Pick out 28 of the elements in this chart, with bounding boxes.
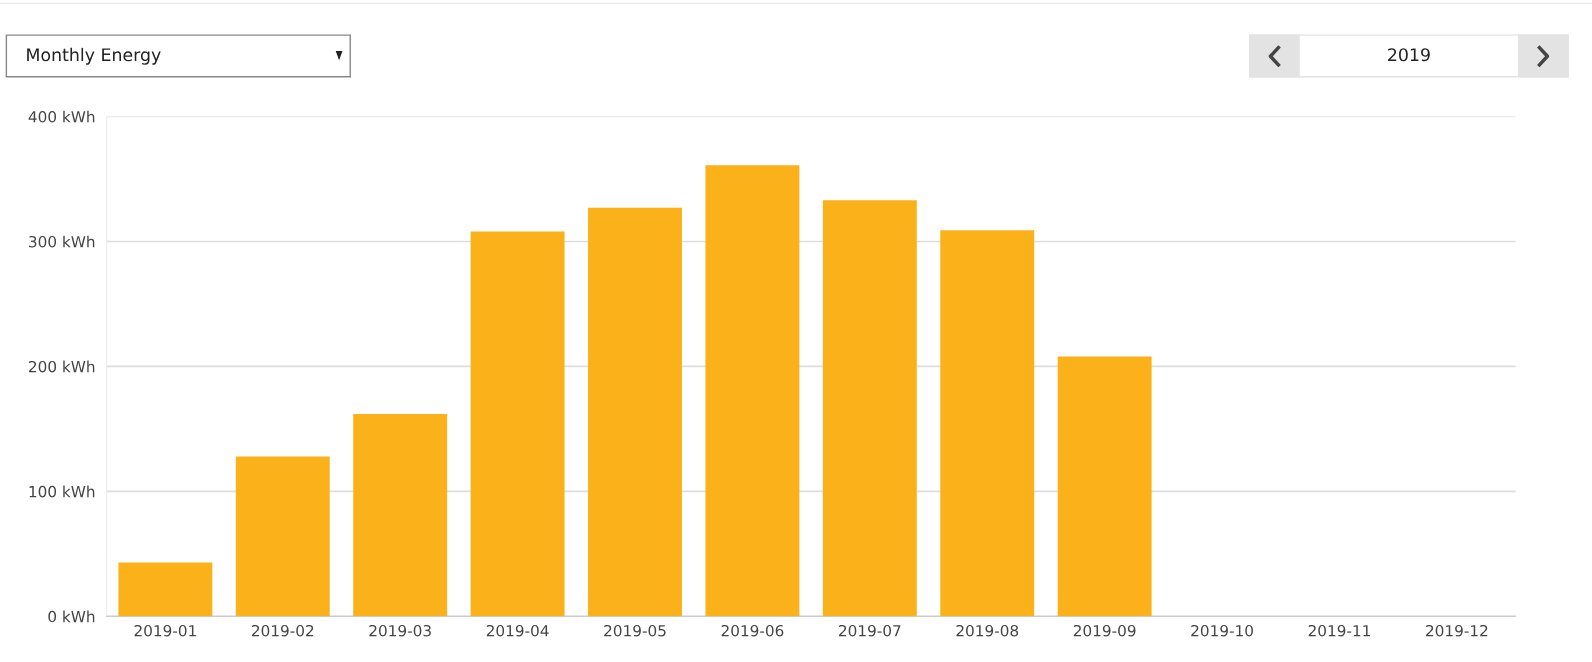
bar bbox=[588, 207, 682, 617]
bar bbox=[940, 230, 1035, 617]
x-tick-label: 2019-06 bbox=[721, 624, 784, 637]
x-tick-label: 2019-05 bbox=[604, 624, 666, 637]
bar bbox=[705, 165, 800, 617]
text: Monthly Energy bbox=[27, 47, 161, 65]
y-tick-label: 0 kWh bbox=[48, 610, 95, 623]
bar bbox=[1057, 356, 1152, 617]
y-tick-label: 300 kWh bbox=[29, 235, 95, 248]
x-tick-label: 2019-12 bbox=[1426, 624, 1488, 637]
x-tick-label: 2019-07 bbox=[839, 624, 901, 637]
y-tick-label: 200 kWh bbox=[29, 360, 95, 373]
x-tick-label: 2019-11 bbox=[1308, 624, 1370, 637]
x-tick-label: 2019-02 bbox=[251, 624, 314, 637]
bar bbox=[353, 413, 448, 617]
x-tick-label: 2019-10 bbox=[1191, 624, 1253, 637]
x-tick-label: 2019-01 bbox=[134, 624, 196, 637]
y-tick-label: 400 kWh bbox=[28, 110, 95, 123]
x-tick-label: 2019-09 bbox=[1073, 624, 1136, 637]
x-tick-label: 2019-08 bbox=[956, 624, 1019, 637]
bar bbox=[118, 562, 213, 617]
bar bbox=[470, 231, 565, 617]
bar bbox=[822, 200, 917, 617]
text: 2019 bbox=[1388, 48, 1430, 62]
bar bbox=[235, 456, 330, 617]
x-tick-label: 2019-04 bbox=[486, 624, 549, 637]
y-tick-label: 100 kWh bbox=[29, 485, 95, 498]
x-tick-label: 2019-03 bbox=[369, 624, 431, 637]
